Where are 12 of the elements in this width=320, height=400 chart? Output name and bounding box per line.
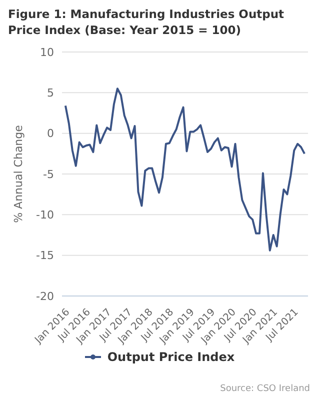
- y-tick-label: -5: [43, 168, 54, 181]
- source-note: Source: CSO Ireland: [220, 384, 310, 394]
- y-tick-label: -10: [36, 208, 54, 222]
- y-tick-label: -15: [36, 249, 54, 262]
- y-axis-title: % Annual Change: [12, 124, 25, 223]
- y-tick-label: 5: [47, 86, 54, 100]
- y-tick-label: 0: [47, 127, 54, 140]
- legend-label: Output Price Index: [107, 350, 235, 364]
- line-series: [64, 88, 306, 252]
- chart-title: Figure 1: Manufacturing Industries Output Price Index (Base: Year 2015 = 100): [8, 6, 286, 38]
- y-tick-label: 10: [40, 46, 54, 59]
- y-tick-label: -20: [36, 290, 54, 303]
